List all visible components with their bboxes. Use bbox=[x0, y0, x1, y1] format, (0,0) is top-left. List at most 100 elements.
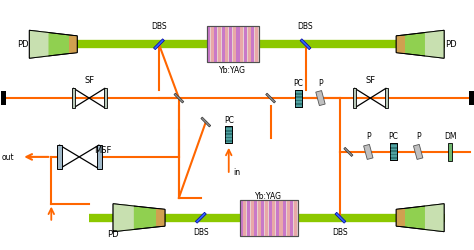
Bar bbox=[229, 27, 232, 63]
Text: DM: DM bbox=[444, 132, 456, 141]
Text: SF: SF bbox=[84, 75, 94, 84]
Polygon shape bbox=[396, 210, 405, 226]
Bar bbox=[240, 200, 298, 236]
Bar bbox=[225, 136, 232, 137]
Bar bbox=[280, 200, 283, 236]
Bar bbox=[258, 200, 261, 236]
Bar bbox=[1, 92, 7, 106]
Bar bbox=[247, 27, 251, 63]
Bar bbox=[251, 200, 254, 236]
Bar bbox=[214, 27, 218, 63]
Polygon shape bbox=[266, 94, 275, 104]
Bar bbox=[207, 27, 259, 63]
Bar bbox=[295, 106, 302, 107]
Bar bbox=[225, 127, 232, 144]
Text: in: in bbox=[233, 168, 240, 177]
Bar bbox=[240, 27, 243, 63]
Text: P: P bbox=[318, 78, 323, 87]
Bar bbox=[390, 156, 397, 157]
Bar bbox=[269, 200, 272, 236]
Bar bbox=[294, 200, 297, 236]
Bar bbox=[295, 95, 302, 97]
Bar bbox=[390, 144, 397, 161]
Bar bbox=[57, 145, 62, 169]
Polygon shape bbox=[29, 31, 77, 59]
Polygon shape bbox=[113, 204, 134, 232]
Bar bbox=[272, 200, 275, 236]
Bar bbox=[390, 152, 397, 154]
Text: MSF: MSF bbox=[94, 146, 112, 155]
Bar bbox=[265, 200, 268, 236]
Text: DBS: DBS bbox=[298, 22, 313, 31]
Polygon shape bbox=[413, 145, 423, 160]
Polygon shape bbox=[154, 40, 164, 50]
Text: P: P bbox=[366, 132, 371, 141]
Bar bbox=[283, 200, 286, 236]
Bar bbox=[390, 149, 397, 150]
Bar bbox=[225, 27, 228, 63]
Polygon shape bbox=[195, 212, 206, 223]
Text: PD: PD bbox=[445, 40, 457, 48]
Bar bbox=[207, 27, 210, 63]
Text: P: P bbox=[416, 132, 420, 141]
Polygon shape bbox=[425, 31, 444, 59]
Polygon shape bbox=[155, 210, 165, 226]
Bar bbox=[390, 144, 397, 161]
Bar bbox=[276, 200, 279, 236]
Text: PC: PC bbox=[293, 78, 303, 87]
Bar bbox=[97, 145, 101, 169]
Bar bbox=[255, 27, 258, 63]
Bar bbox=[243, 200, 246, 236]
Polygon shape bbox=[29, 31, 48, 59]
Bar bbox=[290, 200, 293, 236]
Bar bbox=[390, 146, 397, 147]
Text: DBS: DBS bbox=[333, 227, 348, 236]
Bar bbox=[210, 27, 214, 63]
Text: PC: PC bbox=[388, 132, 398, 141]
Polygon shape bbox=[344, 148, 353, 157]
Bar bbox=[261, 200, 264, 236]
Polygon shape bbox=[364, 145, 373, 160]
Bar bbox=[240, 200, 298, 236]
Polygon shape bbox=[201, 118, 211, 128]
Polygon shape bbox=[69, 37, 77, 54]
Bar bbox=[72, 89, 75, 108]
Bar bbox=[244, 27, 247, 63]
Bar bbox=[385, 89, 388, 108]
Bar bbox=[295, 102, 302, 104]
Polygon shape bbox=[335, 212, 346, 223]
Polygon shape bbox=[316, 91, 325, 106]
Text: PC: PC bbox=[224, 115, 234, 124]
Bar bbox=[390, 159, 397, 161]
Bar bbox=[295, 99, 302, 100]
Bar bbox=[254, 200, 257, 236]
Bar bbox=[240, 200, 243, 236]
Bar bbox=[295, 92, 302, 94]
Bar bbox=[237, 27, 239, 63]
Bar bbox=[295, 90, 302, 107]
Text: Yb:YAG: Yb:YAG bbox=[255, 192, 282, 200]
Text: out: out bbox=[2, 153, 14, 162]
Text: PD: PD bbox=[107, 229, 119, 238]
Text: DBS: DBS bbox=[151, 22, 167, 31]
Bar bbox=[225, 132, 232, 134]
Bar bbox=[233, 27, 236, 63]
Polygon shape bbox=[113, 204, 165, 232]
Bar bbox=[469, 92, 474, 106]
Text: PD: PD bbox=[18, 40, 29, 48]
Bar bbox=[225, 142, 232, 144]
Polygon shape bbox=[396, 37, 405, 54]
Bar bbox=[287, 200, 290, 236]
Bar bbox=[448, 143, 452, 161]
Bar bbox=[218, 27, 221, 63]
Bar bbox=[251, 27, 255, 63]
Polygon shape bbox=[396, 204, 444, 232]
Polygon shape bbox=[396, 31, 444, 59]
Bar bbox=[222, 27, 225, 63]
Text: DBS: DBS bbox=[193, 227, 209, 236]
Polygon shape bbox=[300, 40, 311, 50]
Polygon shape bbox=[174, 94, 184, 104]
Bar bbox=[225, 127, 232, 144]
Bar bbox=[104, 89, 107, 108]
Polygon shape bbox=[425, 204, 444, 232]
